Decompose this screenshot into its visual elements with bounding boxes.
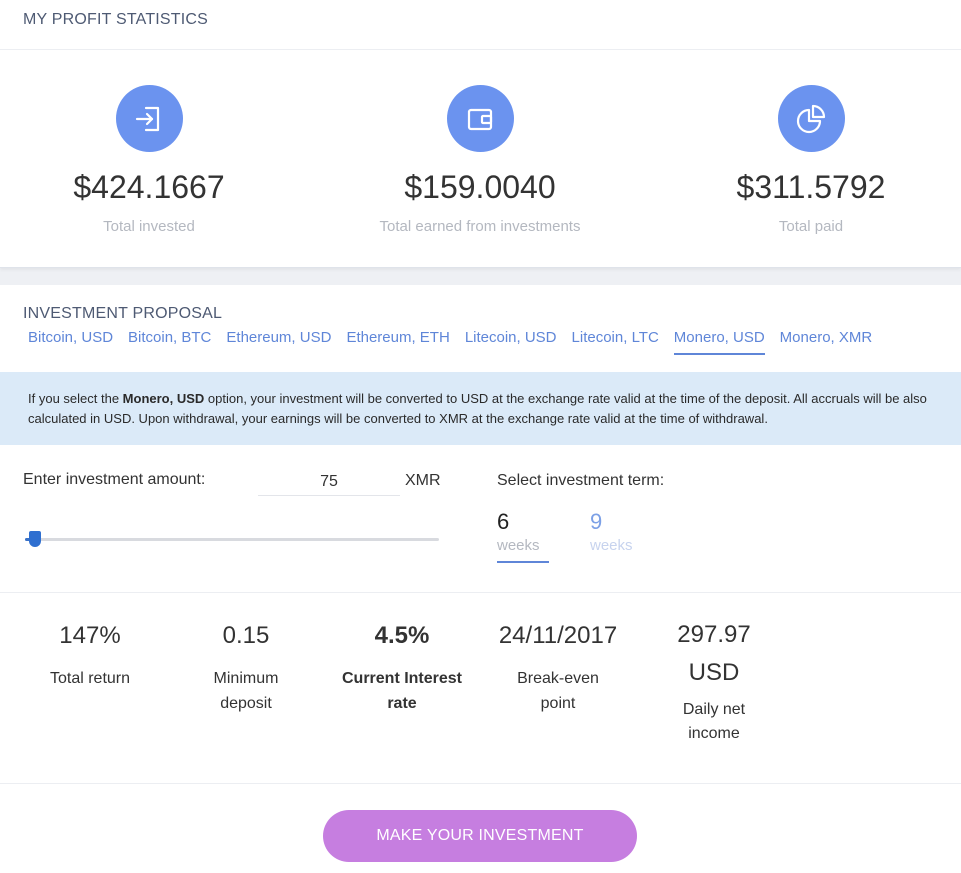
- profit-statistics-title: MY PROFIT STATISTICS: [23, 11, 209, 28]
- metric-current-interest-rate: 4.5% Current Interest rate: [332, 622, 472, 716]
- metric-total-return: 147% Total return: [20, 622, 160, 691]
- tab-bitcoin-usd[interactable]: Bitcoin, USD: [28, 329, 114, 346]
- tab-litecoin-ltc[interactable]: Litecoin, LTC: [571, 329, 659, 346]
- profit-statistics-card: MY PROFIT STATISTICS $424.1667 Total inv…: [0, 0, 961, 268]
- term-option-6-weeks[interactable]: 6 weeks: [497, 511, 549, 563]
- investment-amount-input[interactable]: [258, 468, 400, 496]
- tab-bitcoin-btc[interactable]: Bitcoin, BTC: [128, 329, 212, 346]
- make-investment-button[interactable]: MAKE YOUR INVESTMENT: [323, 810, 637, 862]
- info-notice: If you select the Monero, USD option, yo…: [0, 372, 961, 445]
- total-paid-caption: Total paid: [778, 218, 844, 235]
- stat-total-earned: $159.0040 Total earned from investments: [320, 50, 640, 235]
- metric-value: 147%: [59, 622, 121, 649]
- total-earned-caption: Total earned from investments: [379, 218, 581, 235]
- metric-label: Current Interest rate: [341, 670, 463, 712]
- stats-row: $424.1667 Total invested $159.0040 Total…: [0, 50, 961, 268]
- wallet-icon: [446, 85, 514, 152]
- total-invested-caption: Total invested: [103, 218, 195, 235]
- investment-amount-unit: XMR: [405, 472, 441, 489]
- total-earned-amount: $159.0040: [404, 169, 556, 205]
- term-unit: weeks: [497, 537, 540, 554]
- total-paid-amount: $311.5792: [736, 169, 886, 205]
- pie-chart-icon: [777, 85, 845, 152]
- info-suffix: option, your investment will be converte…: [28, 391, 927, 426]
- info-prefix: If you select the: [28, 391, 123, 406]
- metric-label: Daily net income: [682, 701, 746, 742]
- investment-term-label: Select investment term:: [497, 472, 665, 489]
- tab-litecoin-usd[interactable]: Litecoin, USD: [464, 329, 557, 346]
- metric-label: Total return: [49, 670, 131, 687]
- term-option-9-weeks[interactable]: 9 weeks: [590, 509, 642, 555]
- stat-total-paid: $311.5792 Total paid: [651, 50, 961, 235]
- metric-value: 24/11/2017: [498, 622, 618, 649]
- tab-ethereum-eth[interactable]: Ethereum, ETH: [346, 329, 450, 346]
- metric-daily-net-income: 297.97 USD Daily net income: [644, 621, 784, 746]
- info-option: Monero, USD: [122, 391, 205, 406]
- divider: [0, 592, 961, 593]
- metric-value: 4.5%: [374, 622, 430, 649]
- proposal-title: INVESTMENT PROPOSAL: [23, 305, 223, 322]
- sign-in-icon: [115, 85, 183, 152]
- tab-ethereum-usd[interactable]: Ethereum, USD: [226, 329, 332, 346]
- metric-value: 0.15: [222, 622, 270, 649]
- tab-monero-usd[interactable]: Monero, USD: [673, 329, 765, 355]
- divider: [0, 783, 961, 784]
- metric-value: 297.97 USD: [677, 621, 751, 686]
- metric-label: Break-even point: [517, 670, 599, 712]
- term-number: 6: [497, 509, 510, 534]
- metric-minimum-deposit: 0.15 Minimum deposit: [176, 622, 316, 716]
- stat-total-invested: $424.1667 Total invested: [0, 50, 309, 235]
- investment-amount-label: Enter investment amount:: [23, 471, 206, 488]
- term-number: 9: [590, 509, 603, 534]
- metric-break-even-point: 24/11/2017 Break-even point: [488, 622, 628, 716]
- investment-proposal-card: INVESTMENT PROPOSAL Bitcoin, USD Bitcoin…: [0, 285, 961, 873]
- slider-handle[interactable]: [29, 531, 41, 547]
- currency-tabs: Bitcoin, USD Bitcoin, BTC Ethereum, USD …: [28, 329, 938, 355]
- profit-statistics-header: MY PROFIT STATISTICS: [0, 0, 961, 50]
- term-unit: weeks: [590, 537, 633, 554]
- proposal-header: INVESTMENT PROPOSAL Bitcoin, USD Bitcoin…: [0, 285, 961, 355]
- total-invested-amount: $424.1667: [73, 169, 225, 205]
- metric-label: Minimum deposit: [213, 670, 279, 712]
- tab-monero-xmr[interactable]: Monero, XMR: [779, 329, 873, 346]
- investment-amount-slider[interactable]: [25, 531, 439, 547]
